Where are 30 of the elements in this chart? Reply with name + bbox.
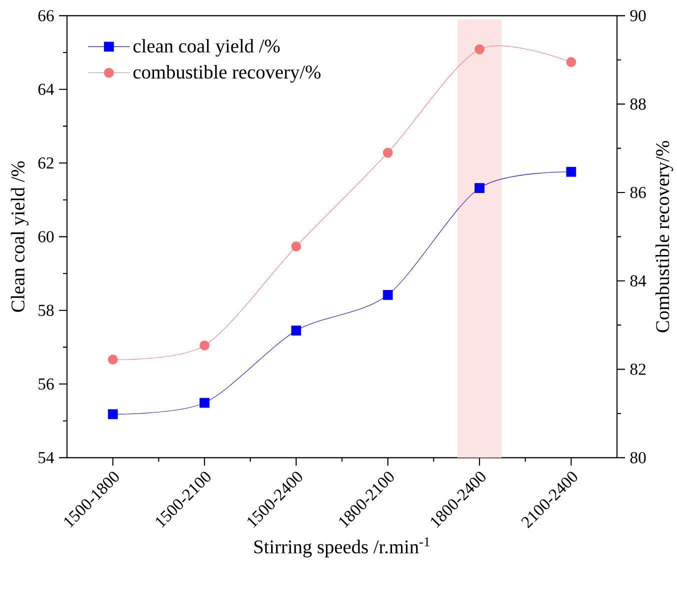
- legend-label: combustible recovery/%: [133, 65, 320, 83]
- y-tick-label: 58: [38, 304, 54, 316]
- y2-tick-label: 90: [630, 10, 646, 22]
- x-axis-title: Stirring speeds /r.min$^{-1}$: [254, 537, 430, 558]
- y-tick-label: 56: [38, 378, 54, 390]
- y2-tick-label: 86: [630, 186, 646, 198]
- point: [108, 409, 118, 420]
- point: [474, 44, 484, 54]
- y-tick-label: 62: [38, 157, 54, 169]
- y2-tick-label: 88: [630, 98, 646, 110]
- legend-label: clean coal yield /%: [133, 38, 280, 57]
- y-axis-title: Clean coal yield /%: [10, 161, 28, 312]
- point: [566, 166, 576, 177]
- point: [108, 354, 118, 364]
- y2-tick-label: 80: [630, 452, 646, 464]
- point: [382, 290, 393, 300]
- point: [474, 183, 484, 193]
- point: [566, 57, 576, 68]
- y-tick-label: 60: [38, 231, 54, 242]
- point: [291, 241, 302, 252]
- point: [382, 148, 393, 158]
- point: [200, 340, 210, 350]
- y2-tick-label: 84: [630, 275, 646, 287]
- y2-tick-label: 82: [630, 364, 646, 375]
- y2-axis-title: Combustible recovery/%: [656, 140, 674, 332]
- y-tick-label: 64: [38, 84, 54, 95]
- point: [291, 326, 302, 336]
- y-tick-label: 54: [38, 452, 54, 464]
- y-tick-label: 66: [38, 10, 54, 22]
- point: [200, 398, 210, 408]
